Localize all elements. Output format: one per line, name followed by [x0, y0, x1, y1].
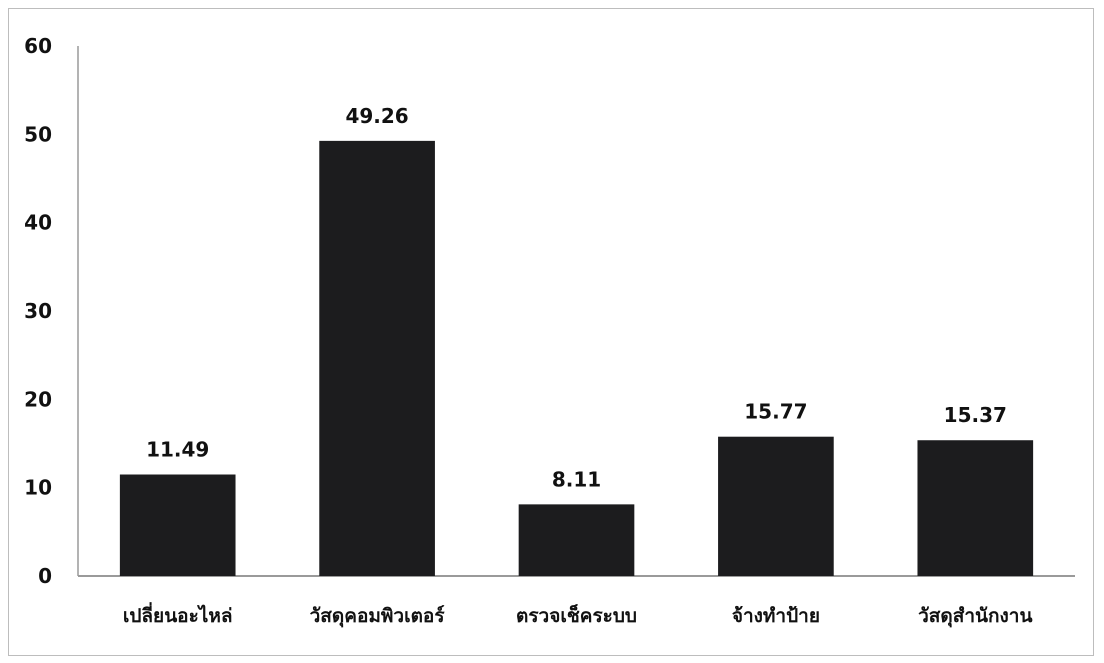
- bars: [119, 140, 1034, 576]
- data-label: 49.26: [345, 104, 408, 128]
- data-label: 8.11: [552, 467, 601, 491]
- data-label: 15.37: [944, 403, 1007, 427]
- category-labels: เปลี่ยนอะไหล่ วัสดุคอมพิวเตอร์ ตรวจเช็คระบ…: [123, 602, 1033, 628]
- bar: [518, 504, 635, 576]
- category-label: จ้างทำป้าย: [732, 605, 820, 627]
- y-tick-label: 20: [24, 387, 52, 411]
- y-tick-label: 0: [38, 564, 52, 588]
- bar: [917, 440, 1034, 576]
- data-label: 11.49: [146, 438, 209, 462]
- data-labels: 11.49 49.26 8.11 15.77 15.37: [146, 104, 1007, 491]
- category-label: วัสดุสำนักงาน: [918, 605, 1032, 628]
- y-tick-label: 10: [24, 476, 52, 500]
- bar: [718, 436, 834, 576]
- y-axis: 0 10 20 30 40 50 60: [24, 34, 79, 588]
- category-label: เปลี่ยนอะไหล่: [123, 602, 233, 627]
- category-label: วัสดุคอมพิวเตอร์: [310, 605, 446, 628]
- bar: [119, 474, 236, 576]
- data-label: 15.77: [744, 400, 807, 424]
- category-label: ตรวจเช็คระบบ: [516, 603, 637, 627]
- bar: [319, 140, 435, 576]
- y-tick-label: 30: [24, 299, 52, 323]
- y-tick-label: 40: [24, 211, 52, 235]
- y-tick-label: 50: [24, 122, 52, 146]
- y-tick-label: 60: [24, 34, 52, 58]
